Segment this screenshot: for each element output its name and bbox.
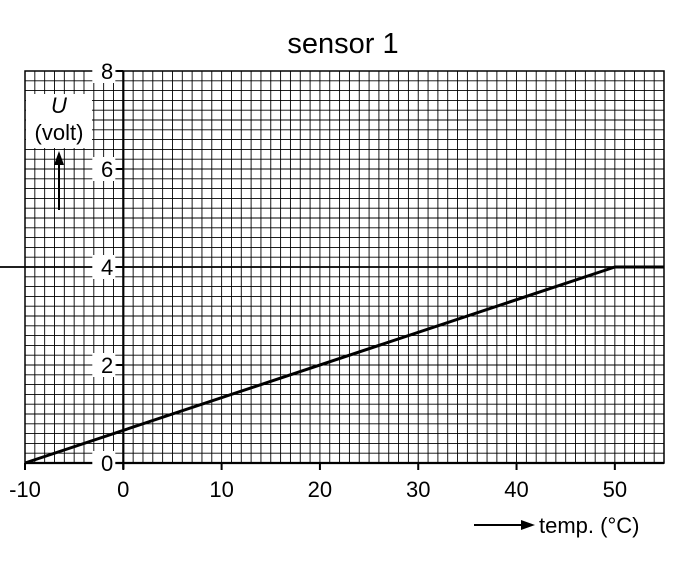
x-tick-label: 0 <box>117 477 129 502</box>
y-tick-label: 6 <box>101 157 113 182</box>
y-tick-label: 2 <box>101 353 113 378</box>
y-tick-label-background <box>92 157 116 181</box>
y-axis-label-background <box>26 94 92 148</box>
chart-title: sensor 1 <box>287 28 398 60</box>
y-tick-label-background <box>92 353 116 377</box>
x-tick-label: 20 <box>308 477 332 502</box>
right-arrow-icon <box>474 520 535 530</box>
x-tick-label: 40 <box>504 477 528 502</box>
up-arrow-icon <box>54 151 64 210</box>
x-tick-label: 10 <box>209 477 233 502</box>
x-tick-label: -10 <box>9 477 41 502</box>
y-tick-label: 8 <box>101 59 113 84</box>
y-axis-unit: (volt) <box>35 120 84 145</box>
y-tick-label: 4 <box>101 255 113 280</box>
x-tick-label: 50 <box>603 477 627 502</box>
y-tick-label-background <box>92 59 116 83</box>
y-tick-label-background <box>92 451 116 475</box>
x-tick-label: 30 <box>406 477 430 502</box>
series-group <box>24 265 664 465</box>
x-axis-label: temp. (°C) <box>539 513 639 538</box>
y-tick-label: 0 <box>101 451 113 476</box>
series-line <box>24 265 664 465</box>
tick-labels: -10 0 10 20 30 40 50 0 2 4 6 8 <box>9 59 627 502</box>
y-axis-label: U <box>51 93 67 118</box>
y-tick-label-background <box>92 255 116 279</box>
